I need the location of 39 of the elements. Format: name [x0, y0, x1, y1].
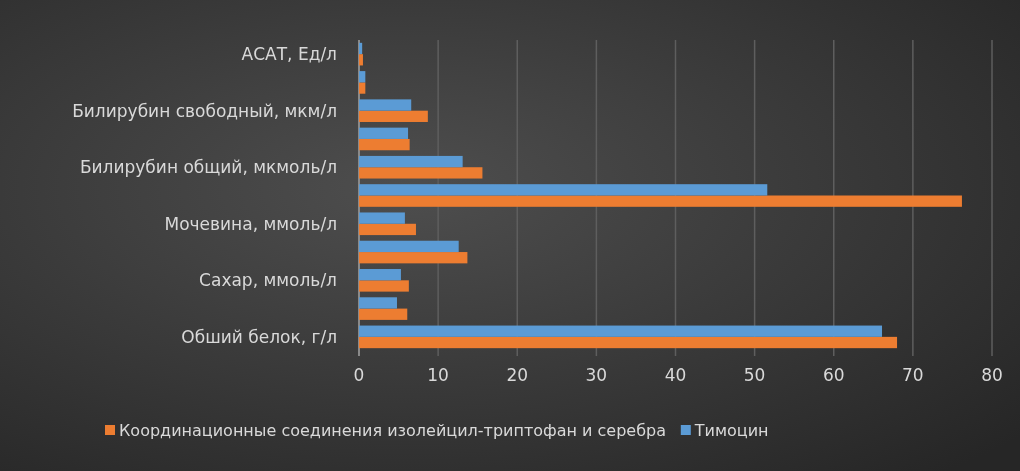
bar: [359, 42, 363, 55]
bar: [359, 138, 410, 151]
y-tick-label: Сахар, ммоль/л: [199, 270, 337, 291]
x-tick-label: 0: [353, 365, 365, 385]
x-tick-label: 30: [585, 365, 608, 385]
bar: [359, 269, 401, 281]
x-tick-label: 60: [822, 365, 845, 385]
bar: [359, 127, 409, 139]
bar: [359, 155, 463, 168]
bar: [359, 240, 459, 253]
bar: [359, 82, 366, 94]
y-tick-label: АСАТ, Ед/л: [241, 44, 337, 65]
legend-label: Тимоцин: [693, 421, 769, 440]
x-tick-label: 70: [902, 365, 924, 385]
y-tick-label: Мочевина, ммоль/л: [164, 213, 337, 234]
bar: [359, 308, 408, 320]
bar: [359, 223, 416, 236]
x-tick-label: 40: [664, 365, 687, 385]
bar: [359, 212, 405, 224]
x-tick-label: 10: [427, 365, 449, 385]
y-tick-label: Обший белок, г/л: [181, 326, 337, 347]
x-tick-label: 20: [506, 365, 529, 385]
bar: [359, 252, 468, 264]
bar: [359, 325, 883, 337]
x-tick-label: 80: [981, 365, 1003, 385]
bar: [359, 110, 428, 122]
y-tick-label: Билирубин общий, мкмоль/л: [79, 157, 337, 178]
bar: [359, 184, 768, 196]
bar: [359, 167, 483, 179]
bar: [359, 99, 412, 111]
bar: [359, 71, 366, 83]
x-tick-label: 50: [743, 365, 766, 385]
bar: [359, 336, 898, 349]
bar: [359, 54, 363, 66]
legend-label: Координационные соединения изолейцил-триптофан и серебра: [119, 421, 667, 440]
y-tick-label: Билирубин свободный, мкм/л: [72, 100, 337, 121]
bar: [359, 297, 397, 309]
bar: [359, 195, 962, 207]
bar: [359, 280, 409, 292]
